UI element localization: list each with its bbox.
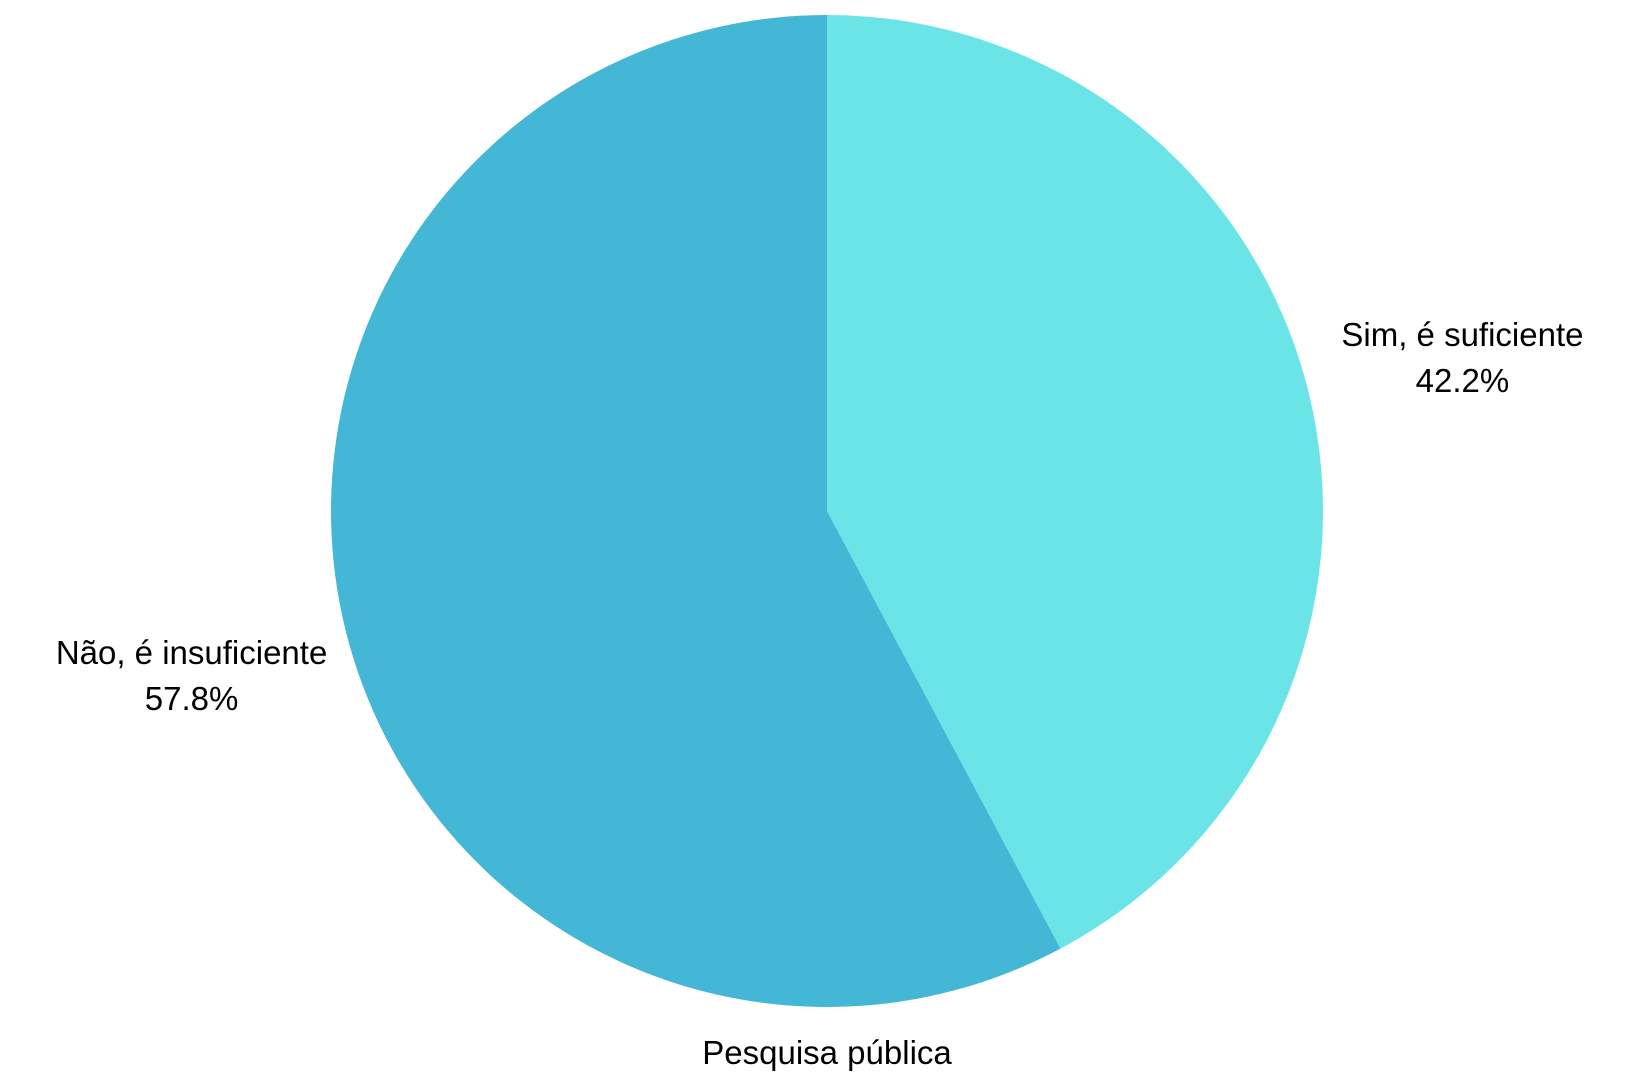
pie-labels: Sim, é suficiente 42.2% Não, é insuficient… [56, 316, 1584, 717]
slice-label-1: Sim, é suficiente [1341, 316, 1583, 353]
pie-slice-2 [330, 15, 1061, 1007]
pie-slice-1 [827, 15, 1323, 949]
slice-value-label-1: 42.2% [1416, 362, 1510, 399]
slice-value-label-2: 57.8% [145, 680, 239, 717]
chart-caption: Pesquisa pública [702, 1034, 952, 1071]
slice-label-2: Não, é insuficiente [56, 634, 328, 671]
pie-slices [330, 15, 1323, 1007]
